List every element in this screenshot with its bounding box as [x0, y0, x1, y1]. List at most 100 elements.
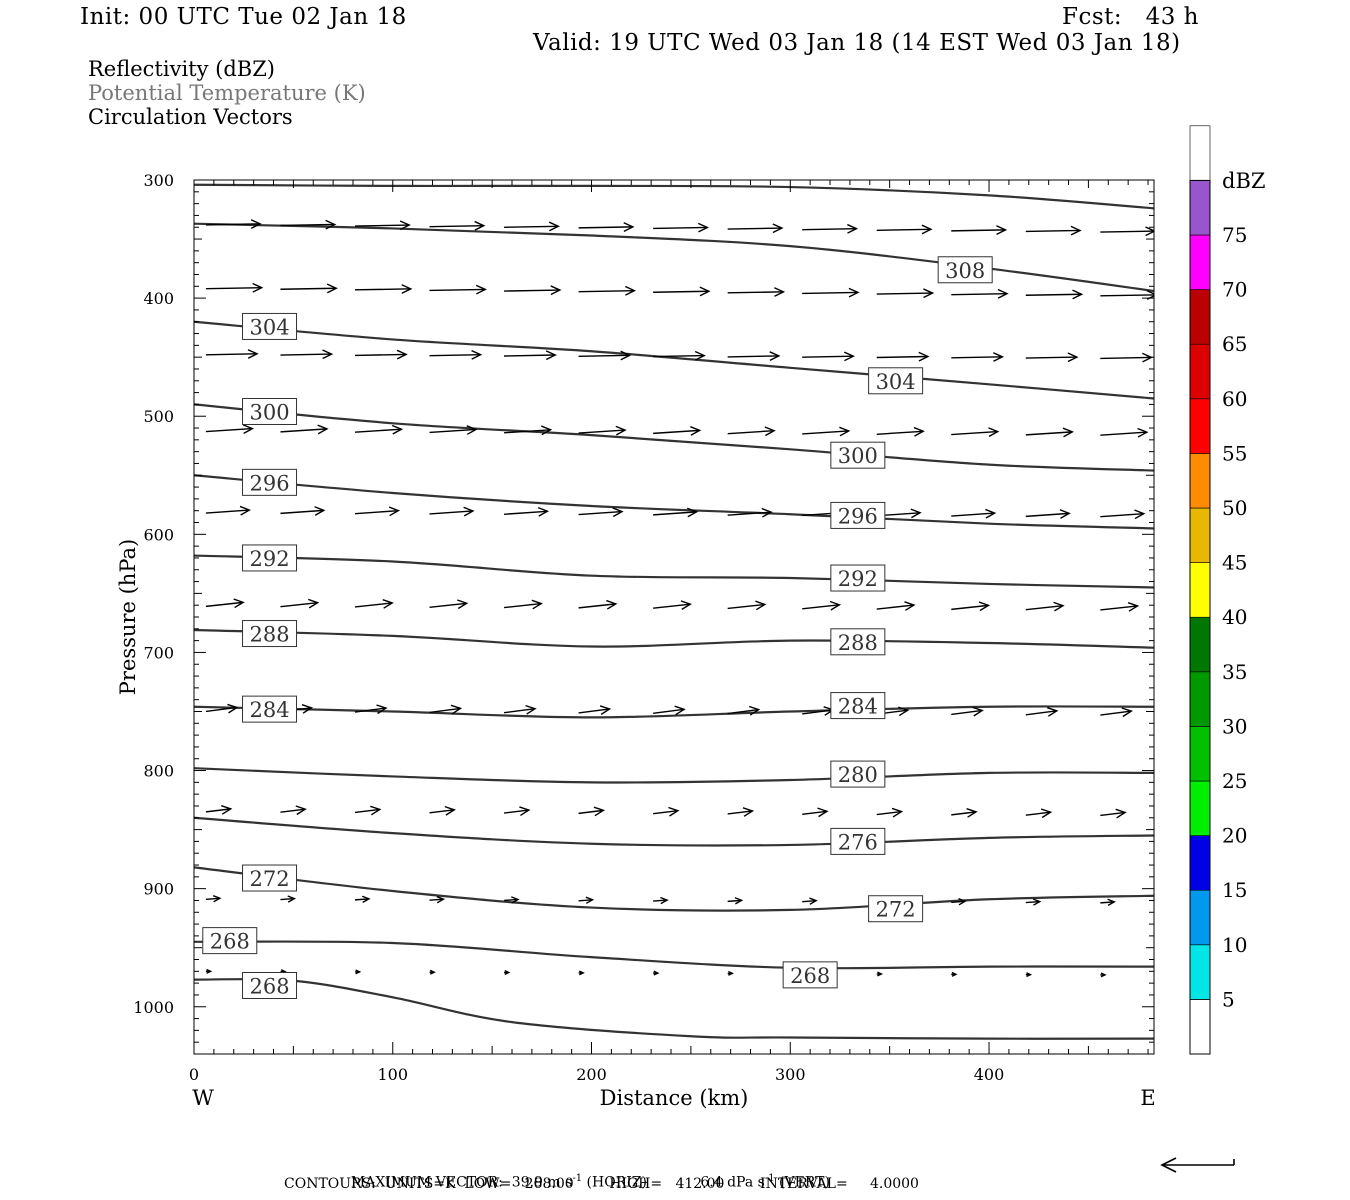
circulation-vector — [578, 425, 627, 436]
colorbar-segment — [1189, 944, 1211, 1000]
contour-label-text: 304 — [876, 370, 916, 394]
circulation-vector — [503, 599, 543, 610]
x-tick-label: 200 — [576, 1065, 607, 1084]
contour-label: 284 — [830, 692, 886, 720]
circulation-vector — [951, 971, 958, 977]
colorbar-level-label: 55 — [1222, 441, 1247, 465]
contour-label: 268 — [202, 927, 258, 955]
colorbar-segment — [1189, 180, 1211, 236]
contour-label: 300 — [830, 441, 886, 469]
circulation-vector — [205, 424, 255, 435]
circulation-vector — [727, 897, 744, 905]
theta-contour-284 — [194, 705, 1154, 719]
circulation-vector — [205, 219, 262, 229]
contour-label: 292 — [830, 564, 886, 592]
contour-label: 276 — [830, 827, 886, 855]
circulation-vector — [1025, 808, 1053, 819]
contour-label-text: 288 — [249, 623, 289, 647]
contour-label: 272 — [868, 895, 924, 923]
circulation-vector — [354, 599, 394, 609]
circulation-vector — [802, 351, 855, 362]
circulation-vector — [951, 898, 967, 906]
circulation-vector — [354, 349, 408, 360]
colorbar-level-label: 35 — [1222, 660, 1247, 684]
circulation-vector — [727, 351, 781, 361]
circulation-vector — [653, 507, 699, 518]
forecast-hour: Fcst: 43 h — [1062, 4, 1199, 30]
contour-label-text: 284 — [838, 695, 878, 719]
circulation-vector — [802, 807, 829, 818]
circulation-vector — [280, 506, 326, 516]
circulation-vector — [802, 426, 851, 437]
circulation-vector — [205, 895, 222, 903]
colorbar-level-label: 60 — [1222, 387, 1247, 411]
x-tick-label: 100 — [377, 1065, 408, 1084]
theta-contour-296 — [194, 474, 1154, 530]
colorbar-level-label: 50 — [1222, 496, 1247, 520]
contour-label: 268 — [782, 961, 838, 989]
valid-time: Valid: 19 UTC Wed 03 Jan 18 (14 EST Wed … — [533, 30, 1181, 56]
circulation-vector — [876, 288, 935, 299]
circulation-vector — [1025, 601, 1065, 612]
circulation-vector — [951, 808, 978, 818]
contour-label: 280 — [830, 760, 886, 788]
circulation-vector — [429, 895, 446, 904]
circulation-vector — [1100, 898, 1116, 907]
colorbar: 5 10 15 20 25 30 35 40 45 50 55 60 65 70 75 — [1189, 125, 1247, 1055]
circulation-vector — [951, 288, 1009, 299]
circulation-vector — [951, 508, 997, 519]
circulation-vector — [504, 970, 511, 976]
x-tick-label: 400 — [974, 1065, 1005, 1084]
circulation-vector — [802, 223, 859, 234]
circulation-vector — [1100, 427, 1149, 438]
y-tick-label: 600 — [143, 525, 174, 544]
colorbar-segment — [1189, 398, 1211, 454]
contour-label-text: 268 — [210, 930, 250, 954]
circulation-vector — [504, 285, 562, 296]
circulation-vector — [354, 895, 371, 904]
colorbar-segment — [1189, 125, 1211, 181]
circulation-vector — [1025, 509, 1071, 519]
contour-label: 292 — [242, 544, 298, 572]
colorbar-segment — [1189, 234, 1211, 290]
colorbar-segment — [1189, 889, 1211, 946]
circulation-vector — [504, 896, 520, 904]
circulation-vector — [354, 424, 404, 435]
circulation-vector — [429, 704, 463, 715]
colorbar-level-label: 20 — [1222, 824, 1247, 848]
circulation-vector — [280, 598, 320, 609]
contour-label: 300 — [242, 397, 298, 425]
contour-label-text: 292 — [838, 567, 878, 591]
contour-label-text: 308 — [945, 259, 985, 283]
max-vector-label: MAXIMUM VECTOR: — [350, 1174, 503, 1191]
colorbar-segment — [1189, 780, 1211, 836]
circulation-vector — [653, 806, 680, 817]
circulation-vector — [354, 220, 411, 231]
contour-label-text: 300 — [249, 400, 289, 424]
circulation-vector — [205, 805, 233, 815]
theta-contour-300 — [194, 403, 1154, 472]
circulation-vector — [578, 599, 618, 610]
colorbar-level-label: 40 — [1222, 605, 1247, 629]
circulation-vector — [876, 971, 884, 977]
circulation-vector — [1025, 898, 1042, 906]
max-horiz-value: 39.9 m s — [511, 1174, 573, 1191]
contour-label-text: 288 — [838, 631, 878, 655]
circulation-vector — [504, 221, 560, 232]
circulation-vector — [504, 425, 553, 436]
circulation-vector — [951, 601, 991, 612]
contour-label-text: 280 — [838, 763, 878, 787]
circulation-vector — [1025, 352, 1079, 363]
circulation-vector — [429, 284, 487, 295]
circulation-vector — [1100, 707, 1133, 718]
max-vert-unit: (VERT) — [779, 1174, 830, 1191]
max-vert-exp: -1 — [764, 1173, 775, 1184]
y-tick-label: 800 — [143, 762, 174, 781]
circulation-vector — [1100, 602, 1140, 612]
theta-contour-308 — [194, 183, 1154, 210]
circulation-vector — [876, 426, 925, 437]
circulation-vector — [578, 806, 606, 817]
circulation-vector — [951, 706, 984, 717]
theta-contour-272 — [194, 866, 1154, 912]
circulation-vector — [727, 223, 784, 234]
